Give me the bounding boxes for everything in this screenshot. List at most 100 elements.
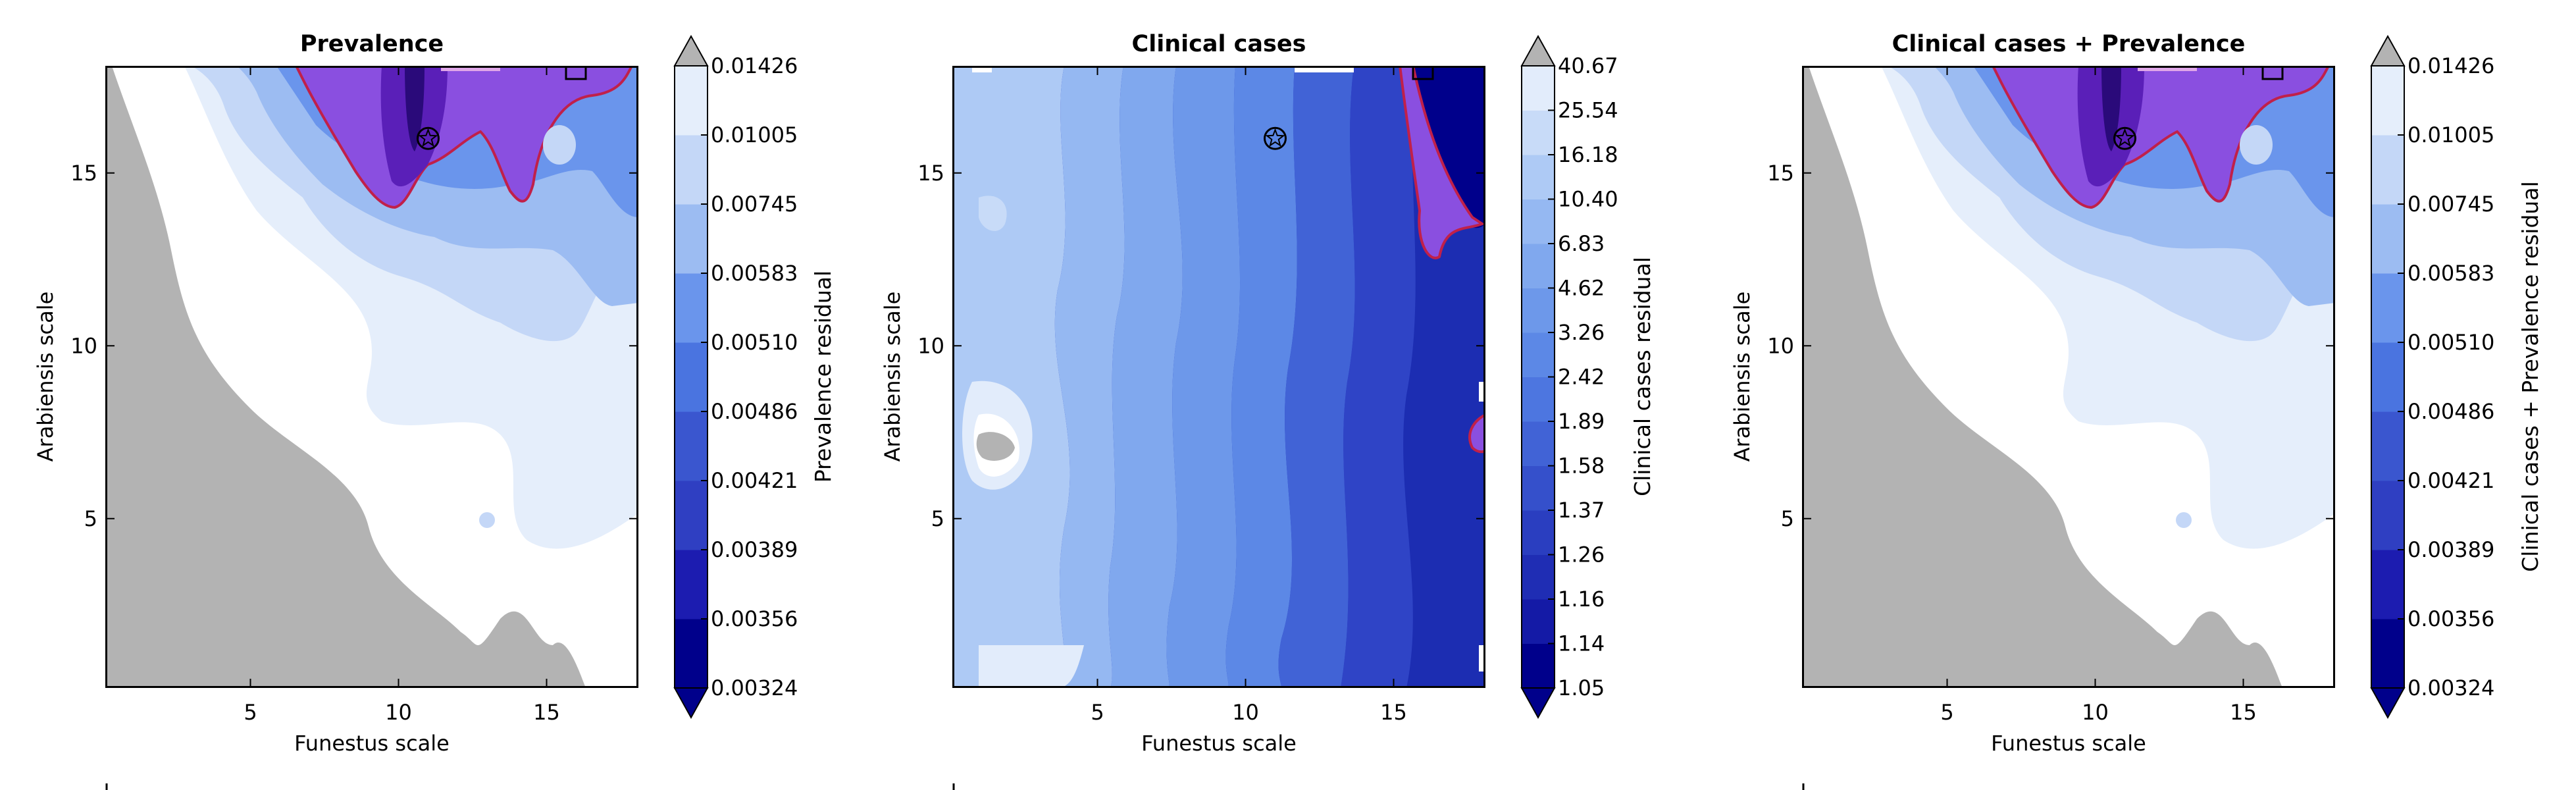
light-spot-4 [979, 645, 1084, 688]
y-ticks: 5 10 15 [70, 161, 638, 531]
corner-box-marker [1412, 66, 1434, 80]
x-tick-label: 10 [1232, 700, 1259, 725]
colorbar-tick-label: 2.42 [1558, 365, 1605, 390]
colorbar-band [675, 135, 708, 205]
colorbar-tick-label: 0.00510 [711, 330, 798, 355]
colorbar-band [2371, 342, 2404, 412]
colorbar-tick-label: 0.00421 [2408, 468, 2494, 493]
y-tick-label: 5 [84, 506, 97, 531]
colorbar-band [675, 619, 708, 689]
highlight-region [1398, 66, 1485, 259]
colorbar: 1.05 1.14 1.16 1.26 1.37 1.58 1.89 2.42 3.26 4.62… [1520, 34, 1618, 720]
highlight-core [2101, 66, 2121, 151]
colorbar-band [2371, 481, 2404, 550]
y-axis-label: Arabiensis scale [880, 292, 905, 462]
colorbar-extend-max [2370, 34, 2406, 66]
contour-band-1 [952, 66, 1070, 688]
contour-band-6 [1278, 66, 1355, 688]
x-ticks: 5 10 15 [244, 66, 560, 725]
colorbar-tick-label: 0.00583 [711, 261, 798, 286]
colorbar-tick-label: 10.40 [1558, 187, 1618, 212]
colorbar-band [1522, 288, 1555, 333]
plot-area [105, 66, 638, 688]
contour-band-deep [1413, 66, 1485, 228]
colorbar-band [2371, 273, 2404, 343]
x-axis-label: Funestus scale [1991, 731, 2146, 756]
x-ticks: 5 10 15 [1091, 66, 1407, 725]
colorbar-tick-label: 0.00745 [711, 192, 798, 217]
plot-frame [952, 66, 1485, 688]
colorbar-tick-label: 0.00389 [711, 537, 798, 562]
y-tick-label: 10 [70, 333, 97, 358]
plot-area [1802, 66, 2335, 688]
colorbar-tick-label: 0.01005 [2408, 122, 2494, 147]
contour-island [2240, 125, 2273, 165]
y-tick-label: 10 [1767, 333, 1794, 358]
edge-gap-right-1 [1479, 382, 1485, 402]
contour-dot [2176, 512, 2192, 528]
colorbar-band [1522, 421, 1555, 466]
x-tick-label: 5 [1940, 700, 1953, 725]
edge-gap-top-1 [972, 66, 992, 72]
colorbar-tick-label: 0.00356 [711, 606, 798, 631]
colorbar-band [2371, 135, 2404, 205]
colorbar-tick-label: 1.89 [1558, 409, 1605, 434]
x-tick-label: 10 [2082, 700, 2109, 725]
marker-star [1265, 128, 1285, 147]
colorbar-tick-label: 0.00583 [2408, 261, 2494, 286]
contour-band-7 [1341, 66, 1416, 688]
colorbar-tick-label: 1.05 [1558, 675, 1605, 700]
x-tick-label: 15 [533, 700, 560, 725]
colorbar-tick-label: 0.00486 [711, 399, 798, 424]
best-fit-marker [1264, 126, 1287, 150]
y-tick-label: 15 [70, 161, 97, 186]
colorbar-tick-label: 16.18 [1558, 142, 1618, 167]
contour-band-2 [1054, 66, 1125, 688]
colorbar-tick-label: 0.01426 [711, 53, 798, 78]
colorbar-tick-label: 1.58 [1558, 454, 1605, 479]
plot-frame [105, 66, 638, 688]
colorbar-tick-label: 0.00356 [2408, 606, 2494, 631]
colorbar-tick-label: 4.62 [1558, 276, 1605, 301]
y-ticks: 5 10 15 [1767, 161, 2335, 531]
colorbar-band [1522, 643, 1555, 689]
panel-clinical-cases: Clinical cases 5 10 [880, 31, 1655, 756]
x-tick-label: 15 [1380, 700, 1407, 725]
panel-prevalence: Prevalence 5 10 15 5 10 15 Funestus scale Ar… [33, 31, 836, 756]
y-tick-label: 15 [917, 161, 944, 186]
colorbar-extend-max [1520, 34, 1556, 66]
colorbar-band [675, 342, 708, 412]
colorbar: 0.00324 0.00356 0.00389 0.00421 0.00486 0.005… [2370, 34, 2494, 720]
highlight-region [1991, 66, 2331, 209]
panel-clinical-cases-plus-prevalence: Clinical cases + Prevalence 5 10 15 51015 … [1730, 31, 2543, 756]
colorbar-tick-label: 0.00324 [2408, 675, 2494, 700]
colorbar-tick-label: 0.00421 [711, 468, 798, 493]
colorbar-extend-min [2370, 687, 2406, 720]
colorbar-tick-label: 1.26 [1558, 542, 1605, 567]
colorbar-tick-label: 6.83 [1558, 231, 1605, 256]
colorbar-tick-label: 25.54 [1558, 98, 1618, 123]
colorbar-band [1522, 377, 1555, 422]
colorbar-band [675, 204, 708, 274]
contour-band-5 [1225, 66, 1297, 688]
colorbar-band [1522, 510, 1555, 555]
nan-region [1802, 66, 2282, 688]
highlight-region [294, 66, 634, 209]
colorbar-extend-min [673, 687, 709, 720]
marker-star [418, 128, 438, 147]
contour-island [543, 125, 576, 165]
highlight-core [405, 66, 425, 151]
colorbar-band [1522, 199, 1555, 244]
colorbar-tick-label: 0.00510 [2408, 330, 2494, 355]
y-ticks: 5 10 15 [917, 161, 1485, 531]
colorbar-band [2371, 66, 2404, 136]
corner-box-marker [2261, 66, 2284, 80]
x-tick-label: 5 [1091, 700, 1104, 725]
y-tick-label: 15 [1767, 161, 1794, 186]
y-tick-label: 5 [1781, 506, 1794, 531]
colorbar-band [675, 481, 708, 550]
colorbar-tick-label: 3.26 [1558, 320, 1605, 345]
x-tick-label: 10 [385, 700, 412, 725]
y-axis-label: Arabiensis scale [1730, 292, 1755, 462]
